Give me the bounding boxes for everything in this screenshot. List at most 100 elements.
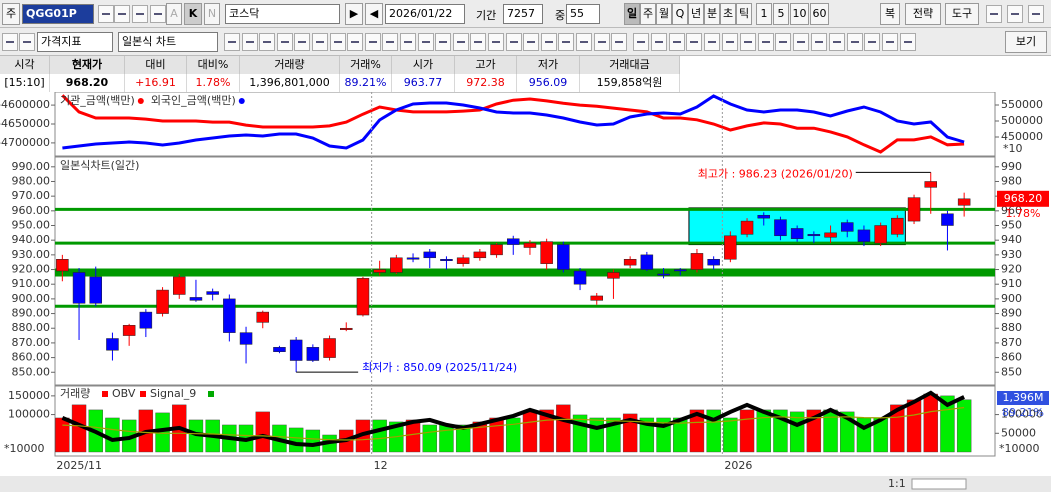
date-input[interactable]: 2026/01/22 — [385, 4, 465, 24]
candle-body — [139, 311, 153, 329]
draw-icon[interactable] — [758, 33, 774, 51]
period-button[interactable]: 틱 — [736, 3, 752, 25]
period-button[interactable]: Q — [672, 3, 688, 25]
prev-button[interactable]: ◀ — [365, 3, 383, 25]
draw-icon[interactable] — [330, 33, 346, 51]
draw-icon[interactable] — [651, 33, 667, 51]
candle-body — [774, 219, 787, 237]
draw-icon[interactable] — [686, 33, 702, 51]
draw-icon[interactable] — [611, 33, 627, 51]
draw-icon[interactable] — [312, 33, 328, 51]
tool-icon[interactable] — [98, 5, 114, 23]
draw-icon[interactable] — [400, 33, 416, 51]
btn-n[interactable]: N — [204, 3, 220, 25]
draw-icon[interactable] — [453, 33, 469, 51]
period-button[interactable]: 월 — [656, 3, 672, 25]
y-tick-label: 870.00 — [12, 336, 51, 349]
draw-icon[interactable] — [811, 33, 827, 51]
draw-icon[interactable] — [829, 33, 845, 51]
quote-value: 968.20 — [50, 74, 125, 92]
code-label[interactable]: 주 — [2, 3, 20, 25]
volume-bar — [105, 417, 120, 453]
draw-icon[interactable] — [541, 33, 557, 51]
tool-icon[interactable] — [986, 5, 1002, 23]
period-button[interactable]: 60 — [810, 3, 829, 25]
menu-button[interactable]: 전략 — [905, 3, 941, 25]
draw-icon[interactable] — [793, 33, 809, 51]
tool-icon[interactable] — [1028, 5, 1044, 23]
tool-icon[interactable] — [150, 5, 166, 23]
menu-button[interactable]: 도구 — [945, 3, 979, 25]
draw-icon[interactable] — [722, 33, 738, 51]
candle-body — [674, 269, 687, 272]
draw-icon[interactable] — [740, 33, 756, 51]
period-button[interactable]: 분 — [704, 3, 720, 25]
btn-k[interactable]: K — [184, 3, 202, 25]
tool-icon[interactable] — [19, 33, 35, 51]
scroll-bar[interactable] — [0, 476, 1051, 492]
period-button[interactable]: 1 — [756, 3, 772, 25]
draw-icon[interactable] — [704, 33, 720, 51]
draw-icon[interactable] — [277, 33, 293, 51]
quote-header: 현재가 — [50, 56, 125, 74]
scroll-thumb[interactable] — [911, 478, 967, 490]
draw-icon[interactable] — [488, 33, 504, 51]
draw-icon[interactable] — [382, 33, 398, 51]
volume-bar — [572, 414, 588, 453]
menu-button[interactable]: 복 — [880, 3, 900, 25]
view-button[interactable]: 보기 — [1005, 31, 1047, 53]
draw-icon[interactable] — [847, 33, 863, 51]
quote-value: 963.77 — [392, 74, 455, 92]
draw-icon[interactable] — [669, 33, 685, 51]
toolbar-row-2: 가격지표 일본식 차트 보기 — [0, 28, 1051, 56]
draw-icon[interactable] — [594, 33, 610, 51]
draw-icon[interactable] — [633, 33, 649, 51]
volume-bar — [906, 399, 922, 453]
volume-bar — [639, 417, 655, 453]
period-button[interactable]: 10 — [790, 3, 809, 25]
legend-label: OBV — [112, 387, 136, 400]
indicator-select[interactable]: 가격지표 — [37, 32, 113, 52]
tool-icon[interactable] — [2, 33, 18, 51]
candle-body — [657, 273, 670, 276]
draw-icon[interactable] — [294, 33, 310, 51]
volume-bar — [589, 417, 604, 453]
draw-icon[interactable] — [864, 33, 880, 51]
draw-icon[interactable] — [882, 33, 898, 51]
draw-icon[interactable] — [224, 33, 240, 51]
mid-label: 중 — [555, 9, 566, 22]
period-button[interactable]: 초 — [720, 3, 736, 25]
volume-bar — [723, 417, 738, 453]
draw-icon[interactable] — [558, 33, 574, 51]
mid-input[interactable]: 55 — [566, 4, 600, 24]
draw-icon[interactable] — [347, 33, 363, 51]
period-button[interactable]: 5 — [773, 3, 789, 25]
btn-a[interactable]: A — [166, 3, 182, 25]
draw-icon[interactable] — [242, 33, 258, 51]
tool-icon[interactable] — [132, 5, 148, 23]
candle-body — [306, 347, 320, 361]
draw-icon[interactable] — [506, 33, 522, 51]
period-input[interactable]: 7257 — [503, 4, 543, 24]
draw-icon[interactable] — [523, 33, 539, 51]
tool-icon[interactable] — [114, 5, 130, 23]
draw-icon[interactable] — [775, 33, 791, 51]
draw-icon[interactable] — [259, 33, 275, 51]
market-input[interactable]: 코스닥 — [225, 4, 340, 24]
draw-icon[interactable] — [365, 33, 381, 51]
period-button[interactable]: 주 — [640, 3, 656, 25]
candle-body — [824, 232, 837, 238]
draw-icon[interactable] — [900, 33, 916, 51]
draw-icon[interactable] — [435, 33, 451, 51]
next-button[interactable]: ▶ — [345, 3, 363, 25]
chart-style-select[interactable]: 일본식 차트 — [118, 32, 218, 52]
draw-icon[interactable] — [470, 33, 486, 51]
draw-icon[interactable] — [418, 33, 434, 51]
code-input[interactable]: QGG01P — [22, 4, 94, 24]
draw-icon[interactable] — [576, 33, 592, 51]
period-button[interactable]: 년 — [688, 3, 704, 25]
quote-value: 972.38 — [455, 74, 517, 92]
tool-icon[interactable] — [1007, 5, 1023, 23]
period-button[interactable]: 일 — [624, 3, 640, 25]
y-tick-label: -4600000 — [0, 98, 50, 111]
